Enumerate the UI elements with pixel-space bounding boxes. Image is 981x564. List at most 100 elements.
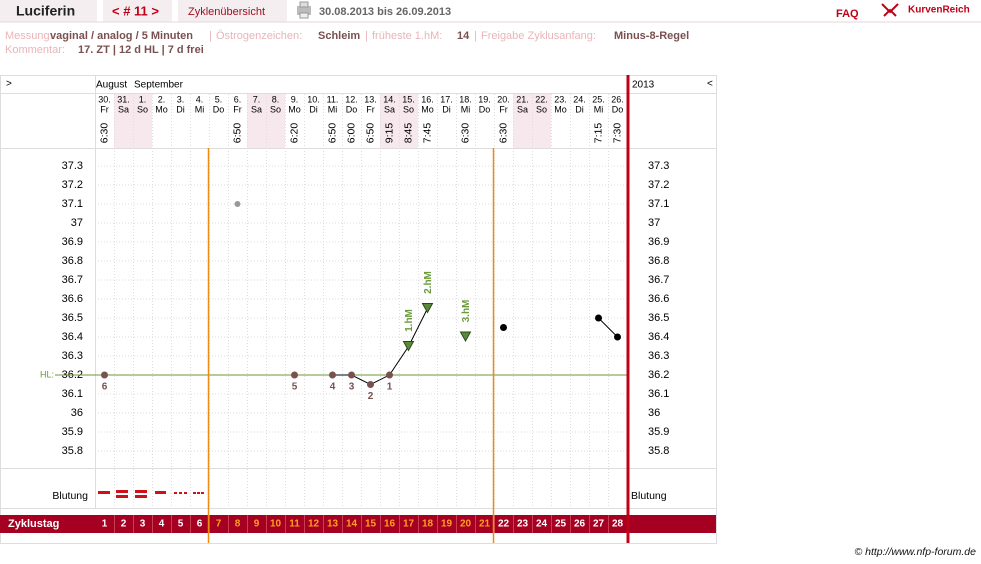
cycle-day: 11 <box>289 519 300 530</box>
date: 15. <box>402 94 415 104</box>
date: 24. <box>573 94 586 104</box>
cycle-day: 26 <box>574 519 586 530</box>
brand[interactable]: KurvenReich <box>908 5 970 16</box>
cycle-day: 12 <box>308 519 320 530</box>
y-tick-label: 35.8 <box>62 445 83 457</box>
weekend-shade <box>532 94 551 148</box>
separator: | <box>209 30 212 42</box>
month: August <box>96 80 127 91</box>
weekday: Sa <box>517 104 528 114</box>
bleeding <box>98 490 204 498</box>
cycle-day: 6 <box>197 519 203 530</box>
count-label: 1 <box>387 382 393 393</box>
time: 6:20 <box>288 123 300 144</box>
cycle-day: 15 <box>365 519 377 530</box>
weekend-shade <box>247 94 266 148</box>
scroll-right[interactable]: < <box>707 79 713 90</box>
date: 20. <box>497 94 510 104</box>
cycle-day: 4 <box>159 519 165 530</box>
overview-link[interactable]: Zyklenübersicht <box>188 6 265 18</box>
weekday: Do <box>346 104 358 114</box>
coverline-label: HL: <box>40 369 54 379</box>
y-tick-label: 37.2 <box>62 179 83 191</box>
label: früheste 1.hM: <box>372 30 442 42</box>
cycle-day: 9 <box>254 519 260 530</box>
weekday: Mi <box>461 104 471 114</box>
y-tick-label: 36.8 <box>648 255 669 267</box>
weekday: Do <box>479 104 491 114</box>
time: 6:50 <box>326 123 338 144</box>
cycle-day: 13 <box>327 519 339 530</box>
footer: © http://www.nfp-forum.de <box>854 546 976 558</box>
cycle-day: 20 <box>460 519 472 530</box>
y-tick-label: 36.5 <box>648 312 669 324</box>
label: Kommentar: <box>5 44 65 56</box>
weekend-shade <box>380 94 399 148</box>
cycle-day-band <box>0 515 716 533</box>
hm-label: 3.hM <box>461 300 472 323</box>
overview-tab[interactable] <box>178 0 287 22</box>
time: 7:15 <box>592 123 604 144</box>
cycle-day: 10 <box>270 519 282 530</box>
date: 12. <box>345 94 358 104</box>
date: 2. <box>158 94 166 104</box>
year: 2013 <box>632 80 655 91</box>
cycle-day: 27 <box>593 519 605 530</box>
count-label: 4 <box>330 382 336 393</box>
cycle-day: 5 <box>178 519 184 530</box>
count-label: 6 <box>102 382 108 393</box>
temperature-point <box>500 324 507 331</box>
excluded-point <box>234 201 241 207</box>
temperature-point <box>367 381 374 388</box>
date: 18. <box>459 94 472 104</box>
y-tick-label: 36.5 <box>62 312 83 324</box>
print-icon[interactable] <box>297 1 311 19</box>
time: 6:00 <box>345 123 357 144</box>
date: 26. <box>611 94 624 104</box>
weekday: So <box>536 104 547 114</box>
weekday: Mi <box>195 104 205 114</box>
time: 6:30 <box>459 123 471 144</box>
cycle-day: 22 <box>498 519 510 530</box>
weekend-shade <box>114 94 133 148</box>
temperature-point <box>329 371 336 379</box>
date: 7. <box>253 94 261 104</box>
y-tick-label: 35.9 <box>648 426 669 438</box>
value: 17. ZT | 12 d HL | 7 d frei <box>78 44 204 56</box>
weekday: Do <box>612 104 624 114</box>
label: Östrogenzeichen: <box>216 30 302 42</box>
time: 9:15 <box>383 123 395 144</box>
y-tick-label: 36 <box>648 407 660 419</box>
weekday: Mo <box>554 104 567 114</box>
cycle-day: 8 <box>235 519 241 530</box>
y-tick-label: 36.1 <box>648 388 669 400</box>
cycle-day: 21 <box>479 519 491 530</box>
weekday: Di <box>575 104 584 114</box>
weekend-shade <box>513 94 532 148</box>
y-tick-label: 36.6 <box>62 293 83 305</box>
time: 6:30 <box>98 123 110 144</box>
temperature-point <box>614 333 621 341</box>
cycle-day: 16 <box>384 519 396 530</box>
brand-logo <box>881 3 899 17</box>
faq-link[interactable]: FAQ <box>836 8 859 20</box>
date: 30. <box>98 94 111 104</box>
date: 5. <box>215 94 223 104</box>
weekend-shade <box>266 94 285 148</box>
cycle-day: 18 <box>422 519 434 530</box>
cycle-day: 25 <box>555 519 567 530</box>
nav-tab[interactable] <box>103 0 172 22</box>
chart-frame <box>0 75 717 544</box>
temperature-point <box>291 371 298 379</box>
y-tick-label: 36.4 <box>62 331 83 343</box>
scroll-left[interactable]: > <box>6 79 12 90</box>
cycle-day: 28 <box>612 519 624 530</box>
separator: | <box>474 30 477 42</box>
weekday: So <box>270 104 281 114</box>
y-tick-label: 36.6 <box>648 293 669 305</box>
cycle-nav[interactable]: < # 11 > <box>112 3 159 18</box>
cycle-day: 23 <box>517 519 529 530</box>
y-tick-label: 36.4 <box>648 331 669 343</box>
y-tick-label: 35.9 <box>62 426 83 438</box>
y-tick-label: 36.9 <box>648 236 669 248</box>
